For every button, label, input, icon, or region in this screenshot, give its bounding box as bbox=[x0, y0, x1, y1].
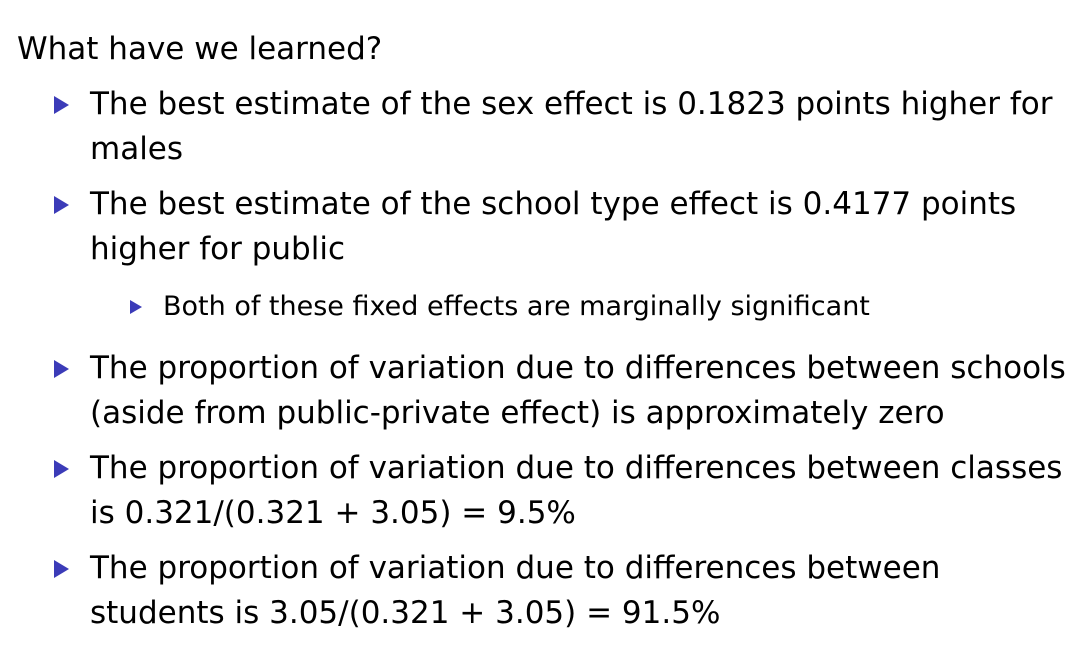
bullet-3-line-1: The proportion of variation due to diffe… bbox=[90, 350, 1066, 386]
bullet-item-1: The best estimate of the sex effect is 0… bbox=[90, 82, 1070, 172]
bullet-4-line-2: is 0.321/(0.321 + 3.05) = 9.5% bbox=[90, 495, 576, 531]
bullet-3-line-2: (aside from public-private effect) is ap… bbox=[90, 395, 945, 431]
bullet-1-icon bbox=[54, 96, 69, 114]
bullet-2-line-1: The best estimate of the school type eff… bbox=[90, 186, 1017, 222]
bullet-3-icon bbox=[54, 360, 69, 378]
slide-title: What have we learned? bbox=[17, 31, 383, 67]
bullet-item-3: The proportion of variation due to diffe… bbox=[90, 346, 1070, 436]
bullet-5-line-2: students is 3.05/(0.321 + 3.05) = 91.5% bbox=[90, 595, 721, 631]
bullet-2-line-2: higher for public bbox=[90, 231, 346, 267]
bullet-2-icon bbox=[54, 196, 69, 214]
bullet-1-line-1: The best estimate of the sex effect is 0… bbox=[90, 86, 1053, 122]
bullet-item-2: The best estimate of the school type eff… bbox=[90, 182, 1070, 272]
bullet-item-5: The proportion of variation due to diffe… bbox=[90, 546, 1070, 636]
bullet-5-line-1: The proportion of variation due to diffe… bbox=[90, 550, 941, 586]
sub-bullet-item: Both of these fixed effects are marginal… bbox=[163, 291, 870, 322]
bullet-4-icon bbox=[54, 460, 69, 478]
bullet-1-line-2: males bbox=[90, 131, 184, 167]
bullet-item-4: The proportion of variation due to diffe… bbox=[90, 446, 1070, 536]
bullet-4-line-1: The proportion of variation due to diffe… bbox=[90, 450, 1063, 486]
bullet-5-icon bbox=[54, 560, 69, 578]
sub-bullet-icon bbox=[130, 300, 142, 314]
